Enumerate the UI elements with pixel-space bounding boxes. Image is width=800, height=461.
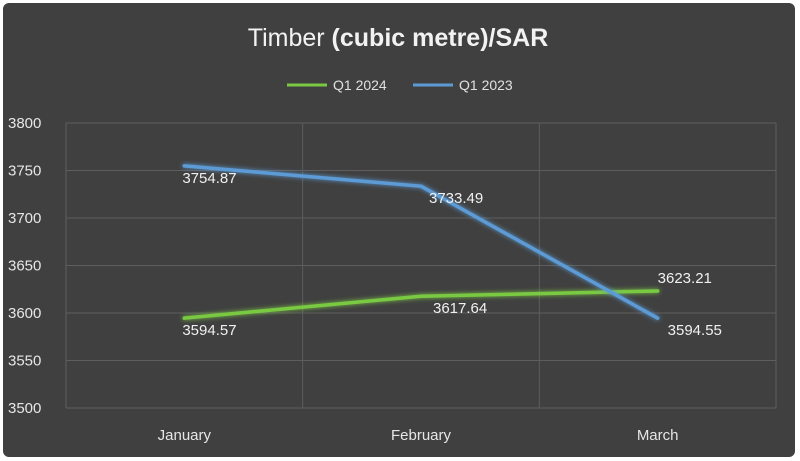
legend: Q1 2024 Q1 2023 [287, 77, 513, 93]
x-tick-label: January [158, 427, 212, 444]
legend-label-1: Q1 2023 [459, 77, 513, 93]
y-axis-ticks: 3500 3550 3600 3650 3700 3750 3800 [8, 115, 41, 417]
x-tick-label: March [637, 427, 679, 444]
chart-panel: Timber (cubic metre)/SAR Q1 2024 Q1 2023 … [3, 3, 795, 457]
data-label: 3594.55 [668, 322, 722, 339]
x-tick-label: February [391, 427, 452, 444]
gridlines [65, 122, 777, 409]
data-label: 3594.57 [182, 322, 236, 339]
chart-title: Timber (cubic metre)/SAR [248, 24, 549, 52]
data-label: 3733.49 [429, 190, 483, 207]
x-axis-ticks: January February March [158, 427, 679, 444]
chart-title-plain: Timber [248, 24, 332, 52]
y-tick-label: 3650 [8, 258, 41, 275]
y-tick-label: 3700 [8, 210, 41, 227]
y-tick-label: 3750 [8, 163, 41, 180]
series-line-1 [182, 164, 660, 320]
series-line-0 [182, 289, 660, 320]
data-labels: 3594.57 3617.64 3623.21 3754.87 3733.49 3594.… [182, 170, 722, 339]
line-chart: Timber (cubic metre)/SAR Q1 2024 Q1 2023 … [8, 24, 777, 444]
data-label: 3754.87 [182, 170, 236, 187]
series-lines [182, 164, 660, 320]
y-tick-label: 3800 [8, 115, 41, 132]
y-tick-label: 3550 [8, 353, 41, 370]
data-label: 3623.21 [658, 270, 712, 287]
y-tick-label: 3500 [8, 400, 41, 417]
chart-title-bold: (cubic metre)/SAR [332, 24, 549, 52]
legend-label-0: Q1 2024 [333, 77, 387, 93]
data-label: 3617.64 [433, 300, 487, 317]
y-tick-label: 3600 [8, 305, 41, 322]
